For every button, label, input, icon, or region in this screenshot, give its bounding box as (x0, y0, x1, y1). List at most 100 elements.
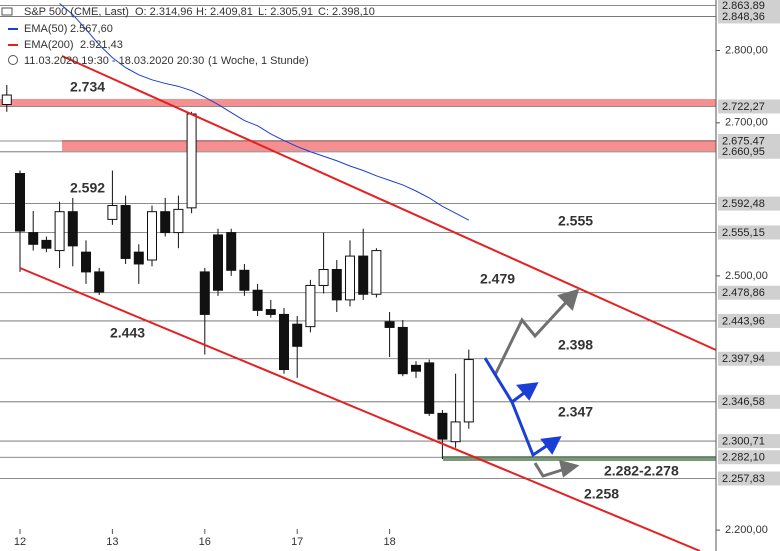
subtitle: 11.03.2020 19:30 - 18.03.2020 20:30 (24, 55, 204, 67)
ohlc-label: O: 2.314,96 (135, 6, 193, 18)
candle-body (265, 309, 276, 315)
annotation: 2.479 (480, 271, 515, 287)
annotation: 2.282-2.278 (604, 463, 679, 479)
candle-body (371, 250, 382, 295)
candle-body (120, 205, 131, 259)
candle-body (279, 313, 289, 371)
annotation: 2.555 (558, 213, 593, 229)
level-label-box (718, 471, 780, 486)
candle-body (28, 232, 39, 245)
legend-entry: EMA(200) (24, 39, 74, 51)
arrow-head (557, 288, 580, 311)
candle-body (292, 323, 303, 347)
level-label: 2.346,58 (722, 396, 765, 408)
level-label: 2.863,89 (722, 0, 765, 12)
annotation: 2.443 (110, 325, 145, 341)
arrow-head (516, 382, 539, 401)
candle-body (133, 251, 144, 265)
level-label: 2.300,71 (722, 435, 765, 447)
arrow-head (540, 436, 562, 455)
candle-body (107, 205, 118, 220)
candle-body (463, 359, 474, 423)
ohlc-label: L: 2.305,91 (258, 6, 313, 18)
level-label-box (718, 450, 780, 465)
level-label-box (718, 394, 780, 409)
level-label-box (718, 196, 780, 211)
level-label-box (718, 285, 780, 300)
level-label: 2.660,95 (722, 146, 765, 158)
level-label: 2.555,15 (722, 227, 765, 239)
arrow (510, 401, 552, 458)
candle-body (226, 232, 237, 271)
candle-body (147, 211, 157, 261)
candle-body (424, 362, 435, 414)
candle-body (239, 269, 250, 291)
candle-body (450, 421, 461, 443)
y-tick-label: 2.200,00 (725, 524, 768, 536)
level-label-box (718, 313, 780, 328)
annotation: 2.734 (70, 79, 105, 95)
candle-body (173, 208, 184, 234)
candle-body (397, 326, 408, 375)
channel-upper (61, 55, 717, 351)
annotation: 2.258 (584, 486, 619, 502)
ema-line (59, 3, 470, 221)
level-label: 2.257,83 (722, 473, 765, 485)
candle-body (81, 251, 91, 273)
resistance-zone (0, 99, 716, 106)
candle-body (331, 269, 342, 301)
annotation: 2.398 (558, 337, 593, 353)
level-label-box (718, 351, 780, 366)
arrow (493, 296, 572, 376)
y-tick-label: 2.700,00 (725, 117, 768, 129)
level-label: 2.478,86 (722, 287, 765, 299)
y-tick-label: 2.500,00 (725, 270, 768, 282)
candle-body (186, 113, 197, 209)
level-label-box (718, 99, 780, 114)
legend-icon (1, 7, 13, 16)
legend-entry: EMA(50) (24, 23, 67, 35)
level-label-box (718, 9, 780, 24)
legend-value: 2.567,60 (70, 23, 113, 35)
candle-body (318, 269, 329, 286)
candle-body (41, 239, 52, 249)
candle-body (305, 284, 316, 328)
candle-body (213, 234, 223, 291)
x-tick-label: 17 (291, 536, 303, 548)
level-label-box (718, 434, 780, 449)
level-label: 2.397,94 (722, 353, 765, 365)
candle-body (54, 211, 65, 252)
candle-body (345, 255, 355, 301)
candle-body (1, 94, 12, 105)
candle-body (252, 289, 263, 311)
candle-body (411, 364, 421, 372)
candle-body (358, 255, 369, 295)
level-label: 2.592,48 (722, 198, 765, 210)
level-label-box (718, 225, 780, 240)
candle-body (384, 321, 395, 328)
channel-lower (19, 267, 701, 551)
x-tick-label: 16 (199, 536, 211, 548)
level-label: 2.443,96 (722, 315, 765, 327)
support-zone (443, 456, 716, 461)
candle-body (160, 211, 171, 234)
level-label-box (718, 133, 780, 148)
scenario-arrows (483, 288, 580, 478)
x-tick-label: 12 (14, 536, 26, 548)
candle-body (199, 271, 210, 315)
level-label: 2.722,27 (722, 101, 765, 113)
legend-value: 2.921,43 (80, 39, 123, 51)
arrow (533, 462, 566, 478)
clock-icon (8, 55, 18, 65)
level-label: 2.675,47 (722, 135, 765, 147)
candle-body (94, 271, 105, 293)
level-label: 2.282,10 (722, 452, 765, 464)
x-tick-label: 13 (106, 536, 118, 548)
legend: S&P 500 (CME, Last) O: 2.314,96 H: 2.409… (1, 6, 375, 67)
legend-title: S&P 500 (CME, Last) (24, 6, 129, 18)
arrow-head (558, 459, 580, 478)
ohlc-label: H: 2.409,81 (196, 6, 253, 18)
arrow (483, 357, 529, 405)
y-tick-label: 2.800,00 (725, 44, 768, 56)
